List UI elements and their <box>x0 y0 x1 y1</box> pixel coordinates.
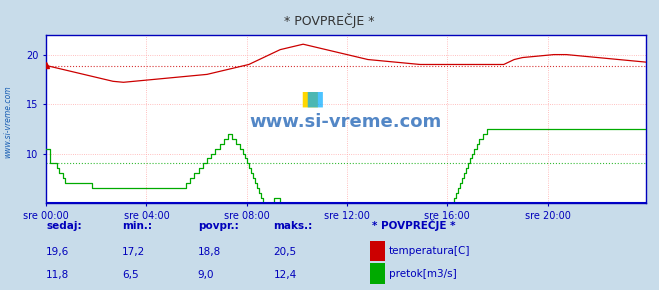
Text: 11,8: 11,8 <box>46 270 69 280</box>
Text: temperatura[C]: temperatura[C] <box>389 246 471 256</box>
Text: 9,0: 9,0 <box>198 270 214 280</box>
Text: 12,4: 12,4 <box>273 270 297 280</box>
Text: pretok[m3/s]: pretok[m3/s] <box>389 269 457 279</box>
Text: min.:: min.: <box>122 221 152 231</box>
Text: 6,5: 6,5 <box>122 270 138 280</box>
Text: 19,6: 19,6 <box>46 247 69 257</box>
Text: sedaj:: sedaj: <box>46 221 82 231</box>
Text: 20,5: 20,5 <box>273 247 297 257</box>
Text: maks.:: maks.: <box>273 221 313 231</box>
Text: www.si-vreme.com: www.si-vreme.com <box>3 86 13 158</box>
Text: 17,2: 17,2 <box>122 247 145 257</box>
Text: * POVPREČJE *: * POVPREČJE * <box>284 13 375 28</box>
Text: ▪: ▪ <box>304 84 324 113</box>
Text: * POVPREČJE *: * POVPREČJE * <box>372 219 456 231</box>
Text: 18,8: 18,8 <box>198 247 221 257</box>
Text: ▪: ▪ <box>300 84 320 113</box>
Text: www.si-vreme.com: www.si-vreme.com <box>250 113 442 131</box>
Text: povpr.:: povpr.: <box>198 221 239 231</box>
